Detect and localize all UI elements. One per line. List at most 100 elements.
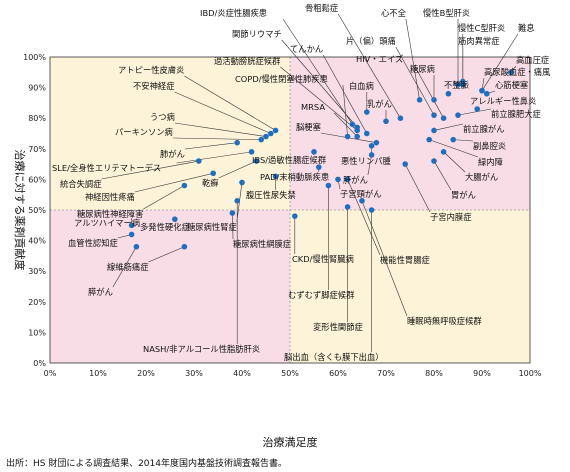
data-point <box>272 127 279 134</box>
leader-line <box>322 54 368 134</box>
point-label: 関節リウマチ <box>232 29 282 39</box>
leader-line <box>112 246 137 288</box>
quadrant-lower-left <box>50 210 290 363</box>
y-tick-label: 90% <box>28 84 46 93</box>
data-point <box>431 158 437 164</box>
y-tick-label: 40% <box>28 237 46 246</box>
data-point <box>248 149 255 155</box>
x-tick-label: 70% <box>377 369 395 378</box>
point-label: 子宮頸がん <box>340 189 382 199</box>
data-point <box>253 158 260 164</box>
point-label: 血管性認知症 <box>68 238 118 248</box>
leader-line <box>481 33 519 91</box>
x-tick-label: 0% <box>44 369 57 378</box>
point-label: NASH/非アルコール性脂肪肝炎 <box>143 344 260 354</box>
data-point <box>234 139 240 146</box>
leader-line <box>184 75 276 131</box>
point-label: アルツハイマー病 <box>74 218 140 228</box>
point-label: 過活動膀胱症候群 <box>214 56 280 66</box>
point-label: 肺がん <box>160 149 185 159</box>
data-point <box>292 213 298 219</box>
quadrant-upper-left <box>50 57 290 210</box>
x-tick-label: 90% <box>473 369 491 378</box>
x-tick-label: 100% <box>519 369 542 378</box>
point-label: 高血圧症 <box>516 55 549 65</box>
point-label: 白血病 <box>349 81 374 91</box>
leader-line <box>347 179 381 256</box>
data-point <box>431 112 437 118</box>
point-label: 乳がん <box>367 99 392 109</box>
point-label: 難息 <box>518 23 535 33</box>
y-tick-label: 100% <box>23 53 46 62</box>
leader-line <box>367 154 372 176</box>
point-label: 脳出血（含くも膜下出血） <box>284 352 384 362</box>
leader-line <box>282 18 353 125</box>
point-label: 大腸がん <box>465 172 498 182</box>
data-point <box>210 170 216 177</box>
point-label: 高尿酸血症・痛風 <box>484 67 551 77</box>
point-label: 悪性リンパ腫 <box>341 156 391 166</box>
data-point <box>344 176 351 183</box>
leader-line <box>184 142 238 150</box>
data-point <box>128 231 135 238</box>
data-point <box>344 204 351 210</box>
leader-line <box>173 137 262 140</box>
data-point <box>364 130 370 137</box>
point-label: 慢性C型肝炎 <box>458 23 505 33</box>
data-point <box>416 97 423 103</box>
point-label: 糖尿病性網膜症 <box>233 239 291 249</box>
point-label: アトピー性皮膚炎 <box>118 65 184 75</box>
quadrant-lower-right <box>290 210 530 363</box>
data-point <box>133 243 140 250</box>
point-label: MRSA <box>301 102 325 112</box>
data-point <box>344 133 351 140</box>
leader-line <box>148 246 185 263</box>
data-point <box>397 115 404 121</box>
point-label: アレルギー性鼻炎 <box>470 96 536 106</box>
point-label: てんかん <box>290 44 323 54</box>
point-label: 片（偏）頭痛 <box>346 36 396 46</box>
data-point <box>311 149 317 155</box>
leader-line <box>443 151 466 173</box>
point-label: CKD/慢性腎臓病 <box>292 254 354 264</box>
data-point <box>229 210 236 216</box>
source-note: 出所：HS 財団による調査結果、2014年度国内基盤技術調査報告書。 <box>6 459 287 469</box>
leader-line <box>429 139 479 158</box>
point-label: 線維筋痛症 <box>107 262 149 272</box>
data-point <box>373 139 380 146</box>
data-point <box>455 81 461 88</box>
point-label: 脳梗塞 <box>296 122 321 132</box>
point-label: 神経因性疼痛 <box>85 192 135 202</box>
point-label: 前立腺肥大症 <box>491 109 541 119</box>
point-label: PAD/末梢動脈疾患 <box>260 172 329 182</box>
data-point <box>440 149 447 155</box>
data-point <box>474 106 481 112</box>
leader-line <box>395 46 435 116</box>
y-tick-label: 30% <box>28 267 46 276</box>
y-tick-label: 80% <box>28 114 46 123</box>
data-point <box>368 142 375 149</box>
data-point <box>263 133 269 140</box>
data-point <box>268 130 274 137</box>
point-label: 不安神経症 <box>133 81 175 91</box>
leader-line <box>453 139 474 142</box>
data-point <box>239 179 245 186</box>
leader-line <box>337 13 401 119</box>
data-point <box>508 69 514 76</box>
data-point <box>431 127 437 134</box>
data-point <box>272 173 279 180</box>
data-point <box>325 182 332 189</box>
y-axis-title: 治療に対する薬剤貢献度 <box>13 150 27 271</box>
x-tick-label: 10% <box>89 369 107 378</box>
point-label: 副鼻腔炎 <box>473 141 506 151</box>
point-label: 子宮内膜症 <box>430 212 472 222</box>
point-label: うつ病 <box>150 112 175 122</box>
x-tick-label: 20% <box>137 369 155 378</box>
data-point <box>368 207 375 213</box>
data-point <box>460 81 466 88</box>
data-point <box>359 198 365 204</box>
leader-line <box>333 112 358 137</box>
point-label: 膵がん <box>88 287 113 297</box>
point-label: 乾癬 <box>202 178 219 188</box>
point-label: 腹圧性尿失禁 <box>246 190 296 200</box>
